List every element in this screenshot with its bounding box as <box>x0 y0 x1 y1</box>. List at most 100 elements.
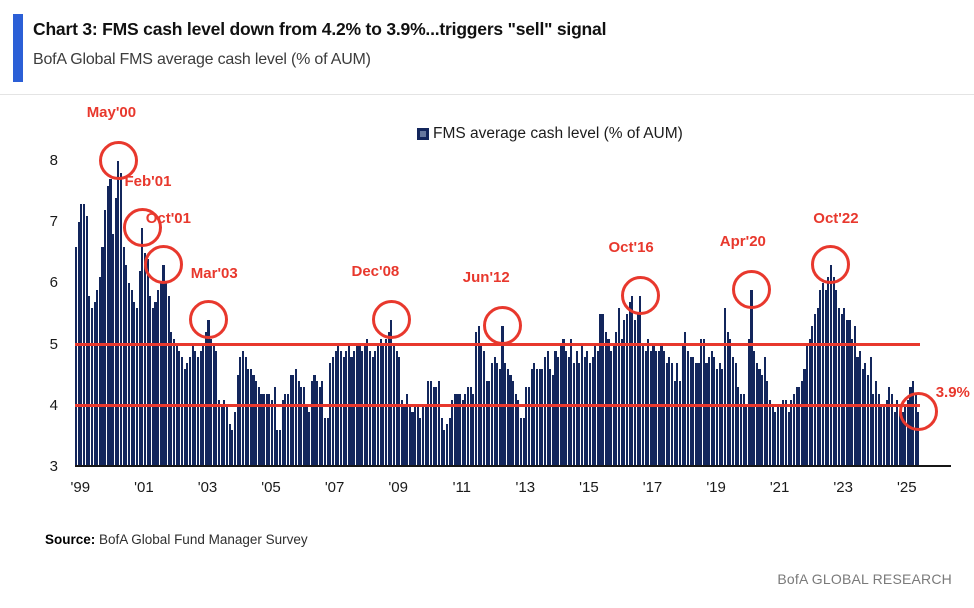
bar <box>512 381 515 467</box>
bar <box>509 375 512 467</box>
bar <box>456 393 459 467</box>
bar <box>424 405 427 467</box>
bar <box>692 356 695 467</box>
bar <box>546 350 549 467</box>
bar <box>104 210 107 467</box>
bar <box>414 405 417 467</box>
bar <box>395 350 398 467</box>
bar <box>339 350 342 467</box>
bar <box>663 350 666 467</box>
bar <box>795 387 798 467</box>
bar <box>490 363 493 467</box>
bar <box>485 381 488 467</box>
x-axis-label: '09 <box>388 479 408 496</box>
bar <box>443 430 446 467</box>
annotation-circle <box>620 275 660 315</box>
bar <box>498 369 501 467</box>
bar <box>429 381 433 467</box>
bar <box>610 350 613 467</box>
annotation-circle <box>188 300 228 340</box>
bar <box>880 405 883 467</box>
bar <box>345 350 348 467</box>
bar <box>474 332 478 467</box>
bar <box>678 381 682 467</box>
bar <box>890 393 893 467</box>
bar <box>734 363 737 467</box>
bar <box>639 295 642 467</box>
bar <box>538 369 541 467</box>
bar <box>435 387 438 467</box>
bar <box>228 424 231 467</box>
bar <box>684 332 687 467</box>
bar <box>787 411 790 467</box>
bar <box>268 393 271 467</box>
bar <box>620 338 623 467</box>
bar <box>776 405 780 467</box>
bar <box>882 405 886 467</box>
bar <box>196 356 199 467</box>
bar <box>628 301 631 467</box>
bar <box>893 411 896 467</box>
bar <box>117 161 120 467</box>
bar <box>615 332 618 467</box>
bar <box>586 350 589 467</box>
annotation-circle <box>98 141 138 180</box>
bar <box>265 393 268 467</box>
bar <box>731 356 735 467</box>
annotation-circle <box>482 306 522 346</box>
bar <box>130 289 133 467</box>
bar <box>885 399 888 467</box>
bar <box>453 393 456 467</box>
bar <box>353 350 356 467</box>
bar <box>316 381 319 467</box>
bar <box>784 399 788 467</box>
bar <box>771 405 774 467</box>
annotation-label: Jun'12 <box>462 269 510 287</box>
bar <box>766 381 769 467</box>
bar <box>596 350 599 467</box>
bar <box>649 350 652 467</box>
annotation-label: Feb'01 <box>124 173 172 191</box>
bar <box>723 307 727 467</box>
bar <box>477 326 480 467</box>
bar <box>302 387 305 467</box>
bar <box>106 185 109 467</box>
bar <box>366 338 369 467</box>
plot-area: May'00 Feb'01 Oct'01 Mar'03 Dec'08 Jun'12 Oct'… <box>75 104 970 467</box>
bar <box>721 369 724 467</box>
bar <box>588 363 591 467</box>
bar <box>530 369 533 467</box>
bar <box>461 399 464 467</box>
bar <box>138 271 141 467</box>
bar <box>631 295 634 467</box>
bar <box>644 350 647 467</box>
x-axis-label: '03 <box>197 479 218 496</box>
bar <box>869 356 872 467</box>
bar <box>851 338 854 467</box>
bar <box>331 356 335 467</box>
bar <box>877 393 880 467</box>
annotation-circle <box>898 391 938 431</box>
bar <box>697 363 700 467</box>
bar <box>493 356 496 467</box>
bar <box>361 350 364 467</box>
bar <box>318 387 321 467</box>
bar <box>180 356 184 467</box>
bar <box>832 277 835 467</box>
bar <box>835 289 838 467</box>
bar <box>867 375 870 467</box>
bar <box>713 356 716 467</box>
bar <box>700 338 703 467</box>
bar <box>127 283 131 467</box>
bar <box>575 350 578 467</box>
bar <box>514 393 517 467</box>
bar <box>464 393 467 467</box>
bar <box>88 295 91 467</box>
bar <box>183 369 186 467</box>
bar <box>467 387 470 467</box>
x-axis-label: '05 <box>261 479 281 496</box>
bar <box>888 387 891 467</box>
bar <box>657 350 660 467</box>
bar <box>668 356 671 467</box>
